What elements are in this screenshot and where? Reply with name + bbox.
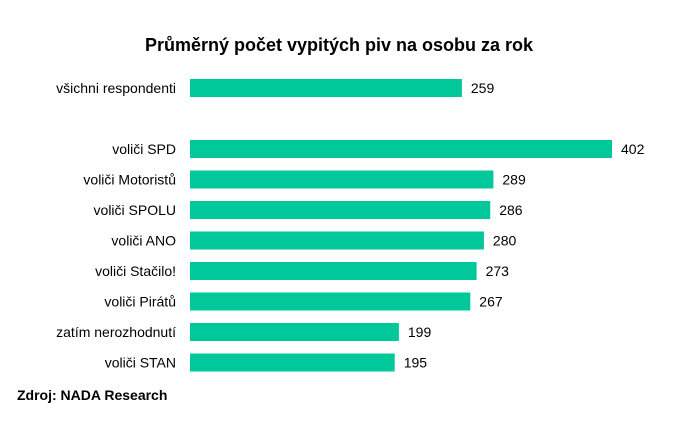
value-label: 280 xyxy=(493,233,517,249)
category-label: voliči SPOLU xyxy=(94,202,176,218)
value-label: 286 xyxy=(499,202,523,218)
value-label: 289 xyxy=(502,172,526,188)
category-label: voliči ANO xyxy=(111,233,176,249)
value-label: 402 xyxy=(621,141,645,157)
value-label: 273 xyxy=(486,263,510,279)
bar xyxy=(190,292,471,311)
value-label: 259 xyxy=(471,80,495,96)
bar xyxy=(190,170,494,189)
source-note: Zdroj: NADA Research xyxy=(17,387,168,403)
bar xyxy=(190,323,399,341)
category-label: zatím nerozhodnutí xyxy=(56,324,176,340)
bar xyxy=(190,262,477,280)
bar xyxy=(190,231,484,250)
category-label: voliči SPD xyxy=(112,141,176,157)
value-label: 267 xyxy=(479,294,503,310)
value-label: 199 xyxy=(408,324,432,340)
category-label: voliči STAN xyxy=(105,355,176,371)
bar xyxy=(190,353,395,372)
category-label: voliči Motoristů xyxy=(83,172,176,188)
category-label: voliči Pirátů xyxy=(104,294,176,310)
category-label: všichni respondenti xyxy=(56,80,176,96)
value-label: 195 xyxy=(404,355,428,371)
category-label: voliči Stačilo! xyxy=(95,263,176,279)
bar xyxy=(190,140,612,158)
bar xyxy=(190,201,491,219)
chart-title: Průměrný počet vypitých piv na osobu za … xyxy=(144,35,534,55)
bar xyxy=(190,79,462,97)
